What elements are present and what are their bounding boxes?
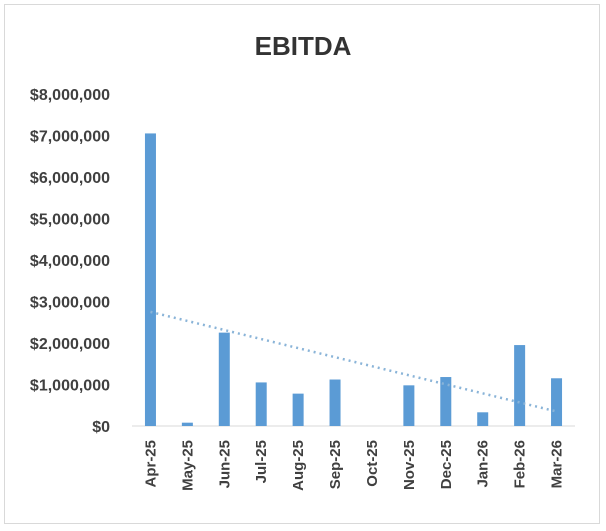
x-tick-label: Mar-26: [549, 440, 566, 488]
bar-sep-25: [329, 379, 341, 426]
bar-jul-25: [255, 382, 267, 426]
bar-aug-25: [292, 393, 304, 426]
y-tick-label: $7,000,000: [30, 129, 110, 146]
x-tick-label: May-25: [179, 440, 196, 491]
chart-title: EBITDA: [255, 31, 352, 61]
y-tick-label: $3,000,000: [30, 295, 110, 312]
x-tick-label: Nov-25: [401, 440, 418, 490]
y-tick-label: $2,000,000: [30, 336, 110, 353]
y-axis-ticks: $0 $1,000,000 $2,000,000 $3,000,000 $4,000,0…: [30, 87, 110, 436]
x-tick-label: Jan-26: [475, 440, 492, 488]
bar-jan-26: [477, 412, 489, 426]
y-tick-label: $0: [92, 419, 110, 436]
y-tick-label: $1,000,000: [30, 378, 110, 395]
y-tick-label: $8,000,000: [30, 87, 110, 104]
bar-jun-25: [218, 332, 230, 426]
y-tick-label: $6,000,000: [30, 170, 110, 187]
chart-frame: [4, 4, 600, 524]
bars: [144, 133, 563, 427]
x-tick-label: Apr-25: [142, 440, 159, 488]
x-axis-ticks: Apr-25 May-25 Jun-25 Jul-25 Aug-25 Sep-25 Oct-…: [142, 440, 565, 491]
trendline: [150, 310, 557, 413]
bar-mar-26: [551, 378, 563, 426]
x-tick-label: Dec-25: [438, 440, 455, 489]
x-tick-label: Sep-25: [327, 440, 344, 489]
x-tick-label: Jun-25: [216, 440, 233, 488]
bar-feb-26: [514, 345, 526, 426]
bar-dec-25: [440, 377, 452, 426]
bar-apr-25: [144, 133, 156, 427]
bar-may-25: [181, 422, 193, 426]
x-tick-label: Oct-25: [364, 440, 381, 487]
x-tick-label: Aug-25: [290, 440, 307, 491]
y-tick-label: $4,000,000: [30, 253, 110, 270]
x-tick-label: Jul-25: [253, 440, 270, 483]
y-tick-label: $5,000,000: [30, 212, 110, 229]
x-tick-label: Feb-26: [512, 440, 529, 488]
bar-nov-25: [403, 385, 415, 426]
